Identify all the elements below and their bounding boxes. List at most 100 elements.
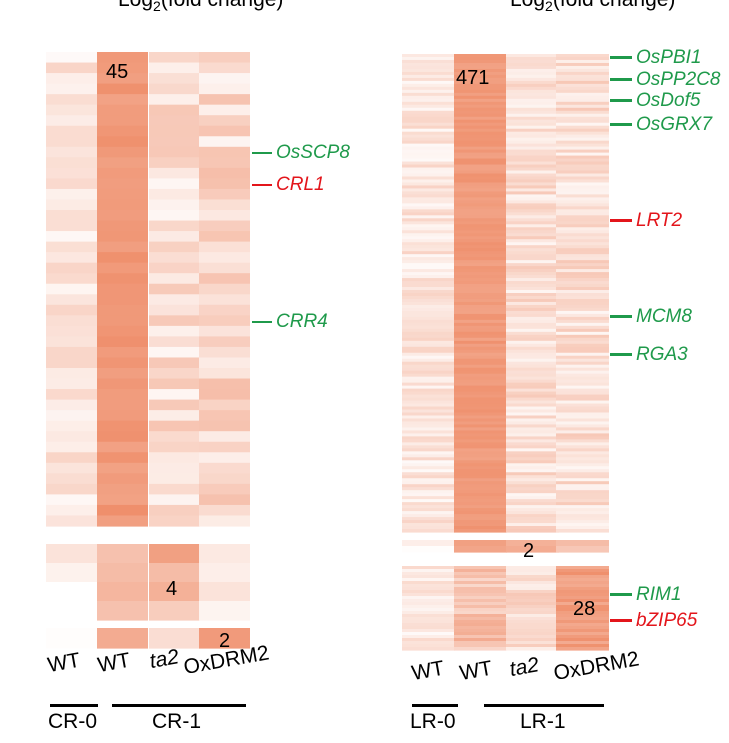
- count-left-cluster-3: 2: [219, 630, 231, 652]
- heatmap-cell: [506, 496, 559, 500]
- heatmap-cell: [506, 382, 559, 387]
- heatmap-cell: [556, 623, 609, 627]
- heatmap-cell: [556, 505, 609, 509]
- heatmap-cell: [46, 136, 97, 148]
- heatmap-cell: [149, 157, 200, 169]
- heatmap-cell: [454, 484, 507, 488]
- heatmap-cell: [454, 439, 507, 443]
- heatmap-cell: [46, 420, 97, 432]
- gene-label-right: OsPP2C8: [610, 69, 720, 91]
- heatmap-cell: [199, 252, 250, 264]
- heatmap-cell: [556, 647, 609, 651]
- heatmap-cell: [199, 452, 250, 464]
- heatmap-cell: [506, 71, 559, 76]
- heatmap-cell: [556, 170, 609, 175]
- heatmap-cell: [199, 220, 250, 232]
- heatmap-cell: [149, 188, 200, 201]
- heatmap-cell: [46, 494, 97, 506]
- heatmap-cell: [97, 231, 148, 243]
- heatmap-cell: [402, 287, 455, 291]
- heatmap-cell: [506, 590, 559, 594]
- heatmap-cell: [402, 418, 455, 423]
- heatmap-cell: [454, 131, 507, 136]
- heatmap-cell: [556, 140, 609, 145]
- heatmap-cell: [402, 203, 455, 207]
- heatmap-cell: [506, 379, 559, 384]
- heatmap-cell: [506, 457, 559, 461]
- heatmap-cell: [402, 617, 455, 621]
- heatmap-cell: [506, 164, 559, 169]
- heatmap-cell: [402, 62, 455, 67]
- heatmap-cell: [556, 596, 609, 600]
- heatmap-cell: [506, 517, 559, 521]
- heatmap-cell: [556, 427, 609, 432]
- group-label: CR-1: [152, 710, 202, 733]
- heatmap-cell: [506, 400, 559, 405]
- heatmap-cell: [506, 287, 559, 291]
- heatmap-cell: [506, 526, 559, 530]
- heatmap-cell: [556, 218, 609, 222]
- heatmap-cell: [506, 463, 559, 467]
- heatmap-cell: [556, 104, 609, 109]
- heatmap-cell: [46, 115, 97, 127]
- heatmap-cell: [454, 122, 507, 127]
- heatmap-cell: [556, 578, 609, 582]
- heatmap-cell: [454, 331, 507, 336]
- heatmap-cell: [506, 212, 559, 216]
- heatmap-cell: [454, 263, 507, 267]
- heatmap-cell: [556, 110, 609, 115]
- heatmap-cell: [454, 520, 507, 524]
- heatmap-cell: [199, 515, 250, 527]
- heatmap-cell: [46, 399, 97, 411]
- heatmap-cell: [199, 346, 250, 359]
- heatmap-cell: [402, 379, 455, 384]
- heatmap-cell: [97, 178, 148, 190]
- heatmap-cell: [556, 125, 609, 130]
- heatmap-cell: [46, 304, 97, 316]
- heatmap-cell: [454, 125, 507, 130]
- heatmap-cell: [402, 167, 455, 172]
- heatmap-cell: [454, 188, 507, 193]
- heatmap-cell: [454, 155, 507, 160]
- heatmap-cell: [199, 94, 250, 106]
- heatmap-cell: [97, 315, 148, 327]
- heatmap-cell: [556, 523, 609, 527]
- heatmap-cell: [402, 526, 455, 530]
- heatmap-cell: [454, 245, 507, 249]
- heatmap-cell: [454, 269, 507, 273]
- heatmap-cell: [46, 294, 97, 306]
- heatmap-cell: [454, 310, 507, 315]
- heatmap-cell: [506, 242, 559, 246]
- heatmap-cell: [402, 59, 455, 64]
- heatmap-cell: [556, 328, 609, 333]
- heatmap-cell: [199, 73, 250, 85]
- heatmap-cell: [402, 248, 455, 252]
- heatmap-cell: [454, 406, 507, 411]
- heatmap-cell: [506, 385, 559, 390]
- heatmap-cell: [454, 227, 507, 231]
- heatmap-cell: [506, 566, 559, 570]
- heatmap-cell: [454, 403, 507, 408]
- heatmap-cell: [506, 310, 559, 315]
- heatmap-cell: [402, 409, 455, 414]
- heatmap-cell: [556, 206, 609, 210]
- heatmap-cell: [149, 357, 200, 369]
- heatmap-cell: [402, 257, 455, 261]
- heatmap-cell: [454, 325, 507, 330]
- heatmap-cell: [454, 433, 507, 437]
- heatmap-cell: [402, 337, 455, 342]
- heatmap-cell: [556, 74, 609, 79]
- heatmap-cell: [199, 188, 250, 201]
- heatmap-cell: [506, 391, 559, 396]
- heatmap-cell: [556, 310, 609, 315]
- heatmap-cell: [454, 641, 507, 645]
- heatmap-cell: [506, 161, 559, 166]
- heatmap-cell: [454, 629, 507, 633]
- heatmap-cell: [556, 224, 609, 228]
- heatmap-cell: [506, 614, 559, 618]
- heatmap-cell: [454, 575, 507, 579]
- heatmap-cell: [454, 62, 507, 67]
- heatmap-cell: [199, 167, 250, 179]
- heatmap-cell: [97, 399, 148, 411]
- heatmap-cell: [402, 149, 455, 154]
